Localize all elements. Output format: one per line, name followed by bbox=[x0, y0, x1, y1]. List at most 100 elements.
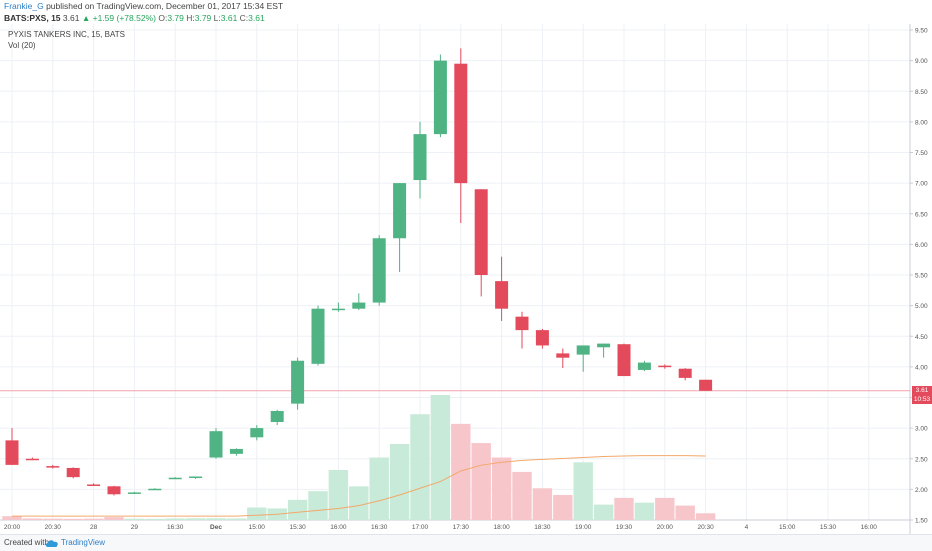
volume-bar bbox=[410, 414, 430, 520]
created-with-label: Created with bbox=[4, 538, 49, 547]
change-arrow-icon: ▲ bbox=[81, 13, 91, 23]
candle-body bbox=[46, 466, 60, 468]
y-tick-label: 7.00 bbox=[915, 181, 928, 188]
chart-area[interactable]: 1.502.002.503.003.504.004.505.005.506.00… bbox=[0, 24, 932, 534]
author-link[interactable]: Frankie_G bbox=[4, 1, 44, 11]
candle-body bbox=[393, 183, 407, 239]
high-label: H: bbox=[186, 13, 195, 23]
open-label: O: bbox=[158, 13, 168, 23]
x-tick-label: Dec bbox=[210, 524, 222, 531]
volume-bar bbox=[532, 488, 553, 520]
countdown-tag: 10:53 bbox=[912, 395, 932, 405]
candle-body bbox=[352, 302, 366, 309]
x-tick-label: 20:00 bbox=[657, 524, 674, 531]
candle-body bbox=[311, 308, 325, 364]
candlestick-chart[interactable]: 1.502.002.503.003.504.004.505.005.506.00… bbox=[0, 24, 932, 534]
close-label: C: bbox=[239, 13, 249, 23]
candle-body bbox=[597, 343, 611, 348]
candle-body bbox=[576, 345, 590, 355]
volume-bar bbox=[695, 513, 716, 520]
volume-bar bbox=[145, 518, 165, 520]
x-tick-label: 16:00 bbox=[861, 524, 878, 531]
tradingview-logo-icon bbox=[45, 540, 58, 547]
y-tick-label: 2.00 bbox=[915, 487, 928, 494]
volume-bar bbox=[2, 516, 22, 520]
tradingview-brand-link[interactable]: TradingView bbox=[61, 538, 106, 547]
candle-body bbox=[556, 353, 570, 358]
y-tick-label: 8.50 bbox=[915, 89, 928, 96]
symbol-label: BATS:PXS, 15 bbox=[4, 13, 61, 23]
x-tick-label: 19:30 bbox=[616, 524, 633, 531]
legend-title: PYXIS TANKERS INC, 15, BATS bbox=[8, 30, 125, 39]
candle-body bbox=[66, 467, 80, 478]
volume-bar bbox=[226, 518, 247, 520]
candle-body bbox=[127, 492, 141, 494]
x-tick-label: 29 bbox=[131, 524, 139, 531]
x-tick-label: 28 bbox=[90, 524, 98, 531]
candle-body bbox=[454, 63, 468, 184]
y-tick-label: 6.00 bbox=[915, 242, 928, 249]
volume-bar bbox=[675, 505, 695, 520]
volume-bar bbox=[430, 395, 451, 520]
volume-bar bbox=[634, 502, 655, 520]
candle-body bbox=[25, 458, 39, 461]
candle-body bbox=[168, 477, 182, 480]
candle-body bbox=[637, 362, 651, 370]
y-tick-label: 5.50 bbox=[915, 273, 928, 280]
volume-bar bbox=[369, 457, 389, 520]
volume-bar bbox=[308, 491, 328, 520]
candle-body bbox=[617, 344, 631, 377]
candle-body bbox=[107, 486, 121, 495]
x-tick-label: 15:30 bbox=[289, 524, 306, 531]
candle-body bbox=[189, 476, 203, 479]
candle-body bbox=[495, 281, 509, 309]
x-tick-label: 20:30 bbox=[697, 524, 714, 531]
publish-text: published on TradingView.com, December 0… bbox=[46, 1, 284, 11]
x-tick-label: 15:00 bbox=[249, 524, 266, 531]
y-tick-label: 7.50 bbox=[915, 150, 928, 157]
candle-body bbox=[229, 448, 243, 454]
candle-body bbox=[270, 410, 284, 422]
chart-header: Frankie_G published on TradingView.com, … bbox=[0, 0, 932, 24]
x-tick-label: 16:30 bbox=[167, 524, 184, 531]
y-tick-label: 4.50 bbox=[915, 334, 928, 341]
volume-bar bbox=[185, 518, 206, 520]
volume-ma-line bbox=[12, 455, 706, 517]
candle-body bbox=[331, 308, 345, 311]
chart-legend: PYXIS TANKERS INC, 15, BATS Vol (20) bbox=[8, 29, 125, 51]
volume-bar bbox=[328, 470, 349, 520]
x-tick-label: 15:30 bbox=[820, 524, 837, 531]
y-tick-label: 6.50 bbox=[915, 211, 928, 218]
volume-bar bbox=[512, 471, 532, 520]
candle-body bbox=[291, 360, 305, 404]
volume-bar bbox=[573, 462, 593, 520]
candle-body bbox=[209, 431, 223, 458]
volume-bar bbox=[43, 518, 63, 520]
x-tick-label: 20:30 bbox=[45, 524, 62, 531]
volume-bar bbox=[22, 518, 43, 520]
x-tick-label: 19:00 bbox=[575, 524, 592, 531]
candle-body bbox=[148, 488, 162, 491]
y-tick-label: 3.00 bbox=[915, 426, 928, 433]
x-tick-label: 20:00 bbox=[4, 524, 21, 531]
volume-bar bbox=[287, 499, 308, 520]
volume-bar bbox=[124, 518, 145, 520]
volume-bar bbox=[247, 507, 267, 520]
candle-body bbox=[474, 189, 488, 275]
y-tick-label: 9.00 bbox=[915, 58, 928, 65]
volume-bar bbox=[206, 518, 226, 520]
last-price: 3.61 bbox=[62, 13, 80, 23]
volume-bar bbox=[451, 423, 471, 520]
volume-bar bbox=[491, 457, 512, 520]
open-value: 3.79 bbox=[167, 13, 184, 23]
last-price-tag: 3.61 bbox=[912, 386, 932, 396]
quote-line: BATS:PXS, 15 3.61 ▲ +1.59 (+78.52%) O:3.… bbox=[4, 13, 265, 24]
volume-bar bbox=[655, 497, 675, 520]
candle-body bbox=[699, 379, 713, 391]
volume-bar bbox=[63, 518, 83, 520]
volume-bar bbox=[104, 517, 124, 520]
low-label: L: bbox=[213, 13, 221, 23]
y-tick-label: 5.00 bbox=[915, 303, 928, 310]
volume-bar bbox=[389, 444, 410, 520]
candle-body bbox=[658, 365, 672, 368]
